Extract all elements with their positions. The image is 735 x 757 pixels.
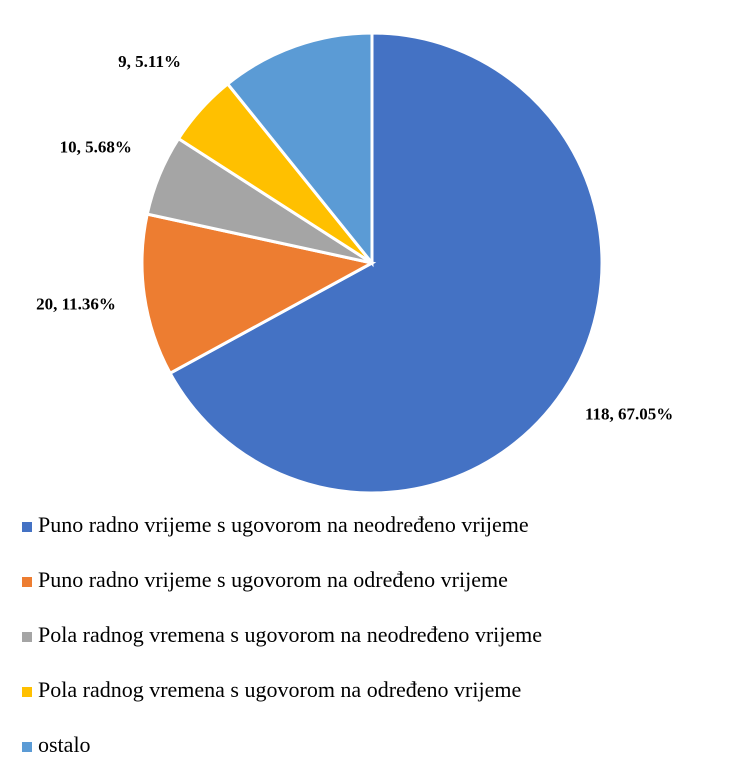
legend-swatch [22, 522, 32, 532]
legend-label: ostalo [38, 732, 91, 757]
legend-label: Pola radnog vremena s ugovorom na neodre… [38, 622, 542, 647]
legend-swatch [22, 577, 32, 587]
pie-slice [225, 31, 374, 268]
pie-slice [140, 212, 377, 376]
pie-slice [168, 31, 604, 495]
legend-label: Puno radno vrijeme s ugovorom na neodređ… [38, 512, 529, 537]
data-label: 118, 67.05% [585, 404, 673, 423]
legend-label: Puno radno vrijeme s ugovorom na određen… [38, 567, 508, 592]
legend-swatch [22, 742, 32, 752]
legend-label: Pola radnog vremena s ugovorom na određe… [38, 677, 521, 702]
data-label: 20, 11.36% [36, 294, 116, 313]
legend-swatch [22, 687, 32, 697]
legend-swatch [22, 632, 32, 642]
data-label: 10, 5.68% [60, 137, 132, 156]
data-label: 9, 5.11% [118, 52, 181, 71]
